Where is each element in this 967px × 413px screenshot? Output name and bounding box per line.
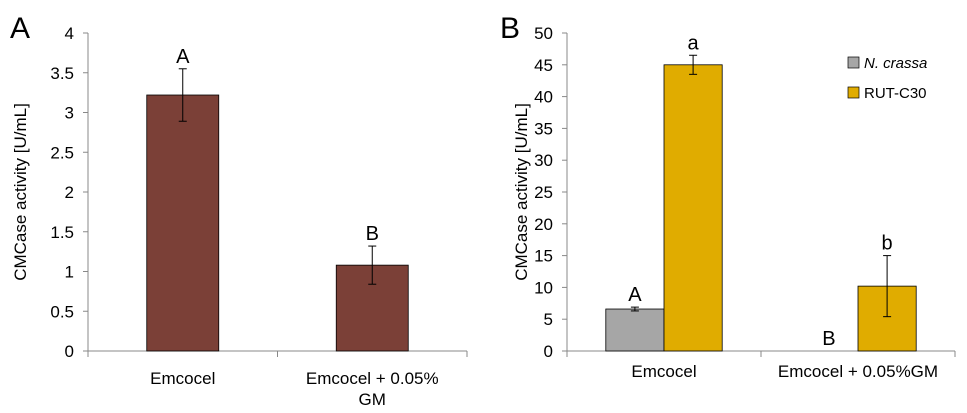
significance-label: B bbox=[822, 328, 835, 350]
y-axis-label: CMCase activity [U/mL] bbox=[11, 103, 30, 281]
significance-label: B bbox=[366, 223, 379, 245]
significance-label: a bbox=[688, 32, 700, 54]
legend-label: RUT-C30 bbox=[864, 85, 927, 102]
x-category-label-line: Emcocel bbox=[631, 362, 696, 381]
y-tick-label: 5 bbox=[544, 310, 553, 329]
x-category-label: Emcocel + 0.05%GM bbox=[778, 362, 938, 381]
y-tick-label: 3 bbox=[65, 104, 74, 123]
bar bbox=[146, 94, 220, 352]
y-tick-label: 0.5 bbox=[50, 302, 74, 321]
significance-label: A bbox=[628, 284, 642, 306]
y-tick-label: 50 bbox=[534, 24, 553, 43]
y-tick-label: 20 bbox=[534, 215, 553, 234]
legend-swatch bbox=[847, 56, 860, 69]
x-category-label-line: GM bbox=[359, 390, 386, 409]
significance-label: b bbox=[882, 233, 893, 255]
y-tick-label: 0 bbox=[544, 342, 553, 361]
y-tick-label: 3.5 bbox=[50, 64, 74, 83]
y-tick-label: 0 bbox=[65, 342, 74, 361]
x-category-label-line: Emcocel + 0.05%GM bbox=[778, 362, 938, 381]
x-category-label-line: Emcocel + 0.05% bbox=[306, 369, 439, 388]
y-tick-label: 2 bbox=[65, 183, 74, 202]
significance-label: A bbox=[176, 46, 190, 68]
y-tick-label: 45 bbox=[534, 56, 553, 75]
y-tick-label: 30 bbox=[534, 151, 553, 170]
panel-label: B bbox=[500, 12, 520, 45]
y-tick-label: 15 bbox=[534, 247, 553, 266]
y-tick-label: 35 bbox=[534, 119, 553, 138]
bar bbox=[605, 308, 665, 352]
y-tick-label: 40 bbox=[534, 88, 553, 107]
y-tick-label: 1 bbox=[65, 263, 74, 282]
y-tick-label: 2.5 bbox=[50, 143, 74, 162]
panel-label: A bbox=[10, 12, 30, 45]
x-category-label: Emcocel + 0.05% GM bbox=[306, 369, 439, 409]
legend-label: N. crassa bbox=[864, 55, 927, 72]
y-tick-label: 10 bbox=[534, 278, 553, 297]
y-tick-label: 25 bbox=[534, 183, 553, 202]
x-category-label-line: Emcocel bbox=[150, 369, 215, 388]
x-category-label: Emcocel bbox=[631, 362, 696, 381]
y-axis-label: CMCase activity [U/mL] bbox=[512, 103, 531, 281]
y-tick-label: 1.5 bbox=[50, 223, 74, 242]
y-tick-label: 4 bbox=[65, 24, 74, 43]
legend-swatch bbox=[847, 86, 860, 99]
bar bbox=[663, 64, 723, 352]
x-category-label: Emcocel bbox=[150, 369, 215, 388]
